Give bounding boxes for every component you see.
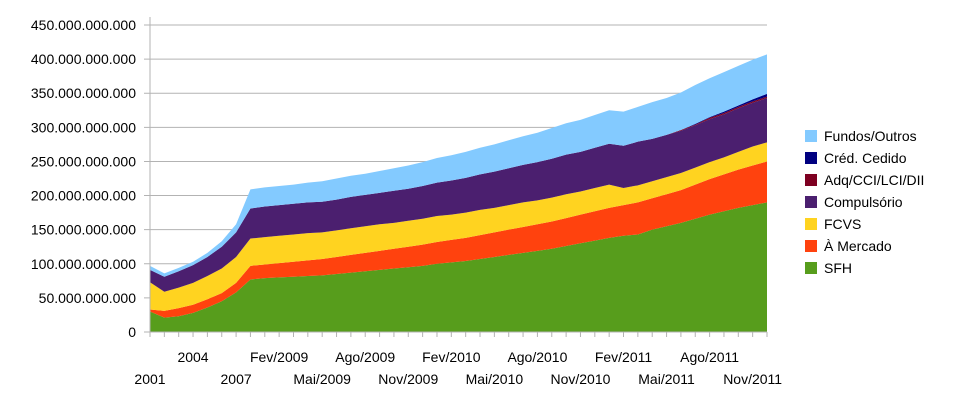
- x-tick-label: 2007: [221, 371, 252, 387]
- x-tick-label: Ago/2011: [680, 349, 739, 365]
- x-tick-label: Mai/2009: [293, 371, 351, 387]
- y-tick-label: 400.000.000.000: [31, 51, 136, 67]
- legend-swatch-adq-cci-lci-dii: [805, 174, 817, 186]
- y-tick-label: 150.000.000.000: [31, 222, 136, 238]
- axes: [149, 17, 768, 337]
- legend-swatch-compuls-rio: [805, 196, 817, 208]
- x-tick-label: Fev/2011: [595, 349, 653, 365]
- x-tick-label: 2001: [134, 371, 165, 387]
- x-tick-labels: 2001 2004 2007 Fev/2009 Mai/2009 Ago/2009 Nov/…: [134, 349, 782, 387]
- y-tick-label: 450.000.000.000: [31, 17, 136, 33]
- y-tick-label: 0: [128, 324, 136, 340]
- legend-label-compuls-rio: Compulsório: [824, 194, 903, 210]
- area-series-compuls-rio: [150, 98, 767, 292]
- x-tick-label: Mai/2011: [638, 371, 695, 387]
- legend-label-fcvs: FCVS: [824, 216, 861, 232]
- area-series-fundos-outros: [150, 54, 767, 277]
- area-series-mercado: [150, 161, 767, 318]
- x-tick-label: Nov/2009: [378, 371, 438, 387]
- legend: Fundos/Outros Créd. Cedido Adq/CCI/LCI/DII…: [805, 128, 924, 276]
- x-tick-label: Nov/2010: [550, 371, 610, 387]
- legend-swatch-fundos-outros: [805, 130, 817, 142]
- legend-label-mercado: À Mercado: [824, 238, 892, 254]
- x-tick-label: Ago/2010: [507, 349, 567, 365]
- legend-swatch-mercado: [805, 240, 817, 252]
- y-tick-label: 250.000.000.000: [31, 153, 136, 169]
- y-tick-label: 200.000.000.000: [31, 188, 136, 204]
- x-tick-label: Mai/2010: [466, 371, 524, 387]
- legend-swatch-sfh: [805, 262, 817, 274]
- x-tick-label: Fev/2009: [250, 349, 309, 365]
- x-tick-label: 2004: [177, 349, 208, 365]
- y-tick-label: 100.000.000.000: [31, 256, 136, 272]
- legend-label-cr-d-cedido: Créd. Cedido: [824, 150, 907, 166]
- y-tick-label: 300.000.000.000: [31, 119, 136, 135]
- legend-label-sfh: SFH: [824, 260, 852, 276]
- legend-swatch-cr-d-cedido: [805, 152, 817, 164]
- legend-label-adq-cci-lci-dii: Adq/CCI/LCI/DII: [824, 172, 924, 188]
- y-tick-labels: 0 50.000.000.000 100.000.000.000 150.000.00…: [31, 17, 136, 340]
- x-tick-label: Fev/2010: [422, 349, 481, 365]
- legend-swatch-fcvs: [805, 218, 817, 230]
- area-series-sfh: [150, 202, 767, 332]
- x-tick-label: Ago/2009: [335, 349, 395, 365]
- areas: [150, 54, 767, 332]
- y-tick-label: 50.000.000.000: [39, 290, 137, 306]
- x-tick-label: Nov/2011: [723, 371, 782, 387]
- legend-label-fundos-outros: Fundos/Outros: [824, 128, 917, 144]
- area-series-fcvs: [150, 142, 767, 311]
- y-tick-label: 350.000.000.000: [31, 85, 136, 101]
